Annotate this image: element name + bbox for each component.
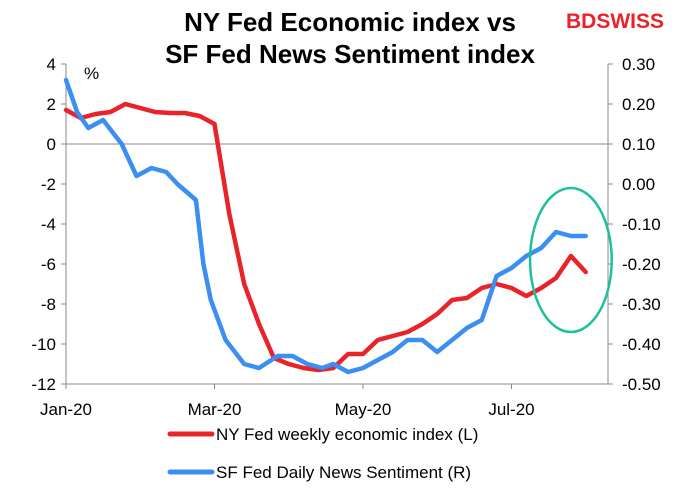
x-tick-label: May-20: [335, 400, 392, 419]
right-tick-label: -0.40: [622, 335, 661, 354]
left-tick-label: 4: [47, 55, 56, 74]
left-tick-label: 0: [47, 135, 56, 154]
sf-fed-series-line: [63, 77, 588, 375]
x-tick-label: Jul-20: [488, 400, 534, 419]
left-tick-label: 2: [47, 95, 56, 114]
title-line-2: SF Fed News Sentiment index: [165, 39, 535, 69]
right-tick-label: -0.50: [622, 375, 661, 394]
right-tick-label: -0.30: [622, 295, 661, 314]
right-tick-label: 0.20: [622, 95, 655, 114]
brand-logo: BDSWISS: [566, 10, 664, 34]
right-tick-label: -0.10: [622, 215, 661, 234]
x-tick-label: Jan-20: [40, 400, 92, 419]
left-tick-label: -8: [41, 295, 56, 314]
right-tick-label: 0.30: [622, 55, 655, 74]
title-line-1: NY Fed Economic index vs: [184, 7, 516, 37]
left-tick-label: -10: [31, 335, 56, 354]
left-axis-unit: %: [84, 64, 99, 83]
left-tick-label: -12: [31, 375, 56, 394]
right-tick-label: 0.00: [622, 175, 655, 194]
highlight-ellipse: [528, 186, 613, 334]
chart-title: NY Fed Economic index vs SF Fed News Sen…: [0, 6, 700, 70]
x-tick-label: Mar-20: [188, 400, 242, 419]
logo-part-2: SWISS: [596, 10, 665, 33]
right-tick-label: -0.20: [622, 255, 661, 274]
left-tick-label: -4: [41, 215, 56, 234]
right-tick-label: 0.10: [622, 135, 655, 154]
left-tick-label: -2: [41, 175, 56, 194]
legend-label: SF Fed Daily News Sentiment (R): [216, 463, 471, 482]
logo-part-1: BD: [566, 10, 597, 33]
legend-label: NY Fed weekly economic index (L): [216, 425, 478, 444]
left-tick-label: -6: [41, 255, 56, 274]
